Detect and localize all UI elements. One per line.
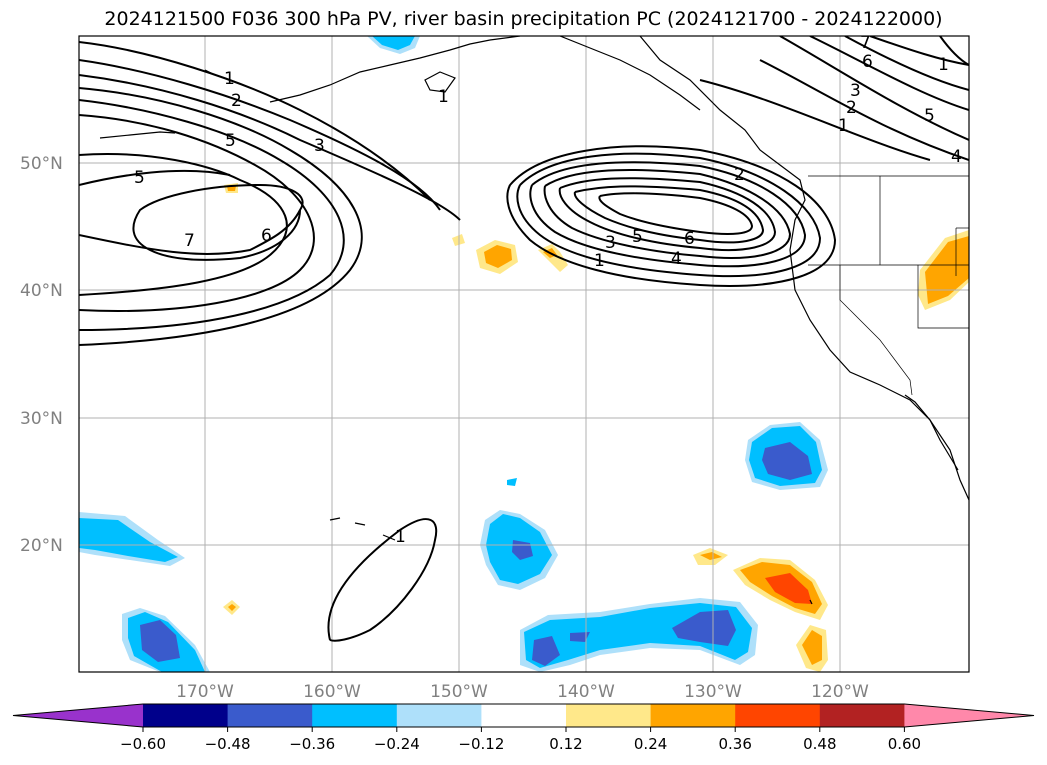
precip-neg-blob (532, 636, 560, 666)
colorbar-swatch (227, 704, 313, 727)
precip-pos-blob (227, 186, 236, 191)
colorbar-swatch (566, 704, 652, 727)
colorbar-swatch (735, 704, 821, 727)
colorbar-tick-label: 0.12 (549, 735, 582, 753)
contour-label: 6 (684, 229, 695, 249)
contour-label: 6 (261, 226, 272, 246)
map-frame (78, 35, 970, 673)
precip-pos-blob (484, 245, 512, 268)
colorbar-swatch (481, 704, 567, 727)
contour-label: 5 (134, 168, 145, 188)
precip-neg-blob (140, 620, 180, 662)
lon-labels: 170°W 160°W 150°W 140°W 130°W 120°W (176, 682, 869, 702)
contour-label: 1 (438, 87, 449, 107)
colorbar-extend-high (904, 704, 1034, 727)
contour-label: 7 (184, 231, 195, 251)
colorbar-swatch (143, 704, 229, 727)
contour-label: 5 (632, 227, 643, 247)
precip-neg-blob (507, 478, 517, 486)
contour-label: 5 (225, 131, 236, 151)
contour-label: 6 (862, 52, 873, 72)
contour-label: 3 (850, 81, 861, 101)
colorbar: −0.60 −0.48 −0.36 −0.24 −0.12 0.12 0.24 0.36 0.4… (12, 703, 1035, 753)
lon-label: 140°W (557, 682, 615, 702)
contour-label: 3 (314, 136, 325, 156)
precip-pos-blob (700, 552, 722, 560)
precip-neg-blob (570, 632, 590, 642)
colorbar-tick-label: 0.60 (888, 735, 921, 753)
map-title: 2024121500 F036 300 hPa PV, river basin … (104, 8, 943, 30)
precip-pos-blob (228, 604, 236, 611)
colorbar-swatch (819, 704, 905, 727)
contour-label: 7 (860, 33, 871, 53)
contour-label: 3 (605, 233, 616, 253)
lat-label: 20°N (20, 536, 63, 556)
state-borders (808, 175, 969, 396)
precip-fill-layer (79, 36, 969, 672)
precip-pos-blob (765, 573, 812, 604)
colorbar-tick-label: −0.48 (205, 735, 251, 753)
colorbar-extend-low (13, 704, 143, 727)
lon-label: 150°W (430, 682, 488, 702)
lon-label: 170°W (176, 682, 234, 702)
pv-contours (79, 36, 969, 642)
lat-label: 40°N (20, 281, 63, 301)
precip-pos-blob (925, 236, 969, 304)
precip-neg-blob (762, 442, 812, 480)
contour-label: 1 (938, 55, 949, 75)
colorbar-tick-label: −0.24 (374, 735, 420, 753)
contour-label: 1 (594, 251, 605, 271)
precip-neg-blob (79, 518, 178, 562)
contour-label: 2 (846, 98, 857, 118)
lon-label: 120°W (811, 682, 869, 702)
contour-label: 5 (924, 106, 935, 126)
precip-neg-blob (372, 36, 415, 50)
contour-label: 2 (734, 165, 745, 185)
contour-label: 4 (671, 249, 682, 269)
contour-label: 1 (395, 527, 406, 547)
precip-pos-blob (802, 630, 822, 665)
lat-label: 30°N (20, 409, 63, 429)
colorbar-tick-label: −0.60 (120, 735, 166, 753)
graticule (79, 36, 969, 672)
colorbar-tick-label: −0.36 (289, 735, 335, 753)
colorbar-tick-label: −0.12 (458, 735, 504, 753)
contour-label: 1 (838, 116, 849, 136)
precip-neg-blob (672, 610, 736, 646)
pv-contour-labels: 1 2 5 5 3 7 6 1 2 3 5 6 4 1 1 7 6 3 2 1 … (134, 33, 962, 547)
colorbar-swatch (650, 704, 736, 727)
colorbar-tick-label: 0.36 (718, 735, 751, 753)
contour-label: 2 (231, 91, 242, 111)
colorbar-swatch (312, 704, 398, 727)
lat-label: 50°N (20, 154, 63, 174)
lat-labels: 50°N 40°N 30°N 20°N (20, 154, 63, 556)
lon-label: 130°W (684, 682, 742, 702)
colorbar-tick-label: 0.24 (634, 735, 667, 753)
contour-label: 1 (224, 69, 235, 89)
contour-label: 4 (951, 147, 962, 167)
colorbar-tick-label: 0.48 (803, 735, 836, 753)
colorbar-swatch (396, 704, 482, 727)
lon-label: 160°W (303, 682, 361, 702)
